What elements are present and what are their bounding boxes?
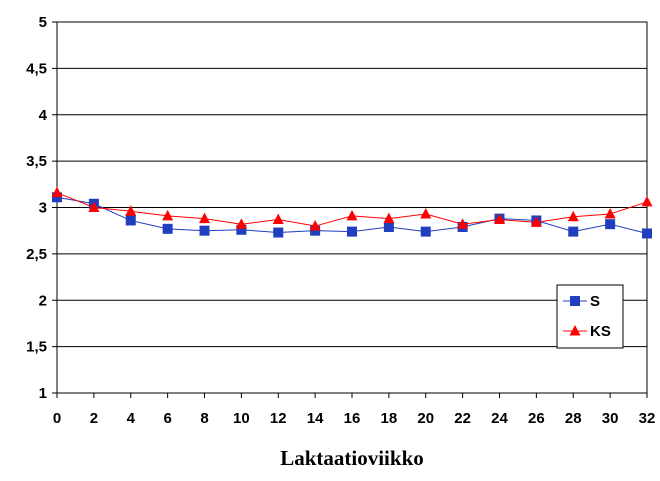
y-tick-label: 3,5 [26,153,47,170]
data-point-ks [125,205,137,216]
legend-label: S [590,293,600,310]
data-point-s [347,226,357,237]
data-point-ks [383,212,395,224]
data-point-s [605,219,616,230]
data-point-s [273,227,284,238]
data-point-ks [199,212,210,224]
x-tick-label: 20 [417,410,434,427]
legend-box [556,284,624,349]
data-point-s [642,228,652,239]
data-point-ks [346,209,358,221]
data-point-ks [457,218,469,229]
x-axis-tick-labels: 0 2 4 6 8 10 12 14 16 18 20 22 24 26 28 30 32 [53,393,656,427]
data-point-s [236,224,247,235]
data-point-ks [530,216,542,227]
data-point-s [420,226,431,237]
data-point-ks [309,220,321,231]
data-point-ks [420,207,432,219]
x-tick-label: 30 [602,410,619,427]
legend-marker [569,325,581,336]
legend-item-ks: KS [563,323,611,340]
legend-item-s: S [563,293,600,310]
y-tick-label: 2,5 [26,246,47,263]
data-point-s [568,226,579,237]
gridlines [57,67,647,348]
x-tick-label: 8 [200,410,208,427]
data-point-s [162,223,173,234]
x-tick-label: 18 [381,410,398,427]
y-tick-label: 4,5 [26,60,47,77]
x-tick-label: 2 [90,410,98,427]
x-tick-label: 28 [565,410,582,427]
x-tick-label: 14 [307,410,324,427]
series-ks [51,186,653,231]
data-point-s [199,225,210,236]
y-tick-label: 1 [39,385,47,402]
x-tick-label: 22 [454,410,471,427]
data-point-ks [272,213,284,225]
y-axis-tick-labels: 1 1,5 2 2,5 3 3,5 4 4,5 5 [26,14,57,402]
data-point-ks [641,195,653,207]
y-tick-label: 3 [39,200,47,217]
x-tick-label: 0 [53,410,61,427]
data-point-s [383,221,394,232]
legend-marker [570,296,580,306]
legend: S KS [556,284,624,349]
x-tick-label: 10 [233,410,250,427]
y-tick-label: 4 [39,107,48,124]
x-tick-label: 26 [528,410,545,427]
data-point-ks [88,201,100,212]
legend-label: KS [590,323,611,340]
y-tick-label: 5 [39,14,47,31]
data-point-ks [604,207,616,219]
x-tick-label: 24 [491,410,508,427]
y-tick-label: 1,5 [26,339,47,356]
x-tick-label: 4 [127,410,136,427]
data-point-ks [567,210,579,222]
data-point-ks [162,209,174,221]
x-tick-label: 6 [163,410,171,427]
x-axis-label: Laktaatioviikko [280,446,424,470]
data-point-s [310,225,321,236]
x-tick-label: 12 [270,410,287,427]
data-point-ks [51,186,63,198]
data-point-ks [235,218,247,229]
series-line-ks [56,192,648,227]
data-point-s [125,215,136,226]
data-point-ks [494,213,505,225]
data-point-s [52,192,62,203]
y-tick-label: 2 [39,292,47,309]
x-tick-label: 32 [639,410,656,427]
x-tick-label: 16 [344,410,361,427]
series-layer [51,186,653,239]
